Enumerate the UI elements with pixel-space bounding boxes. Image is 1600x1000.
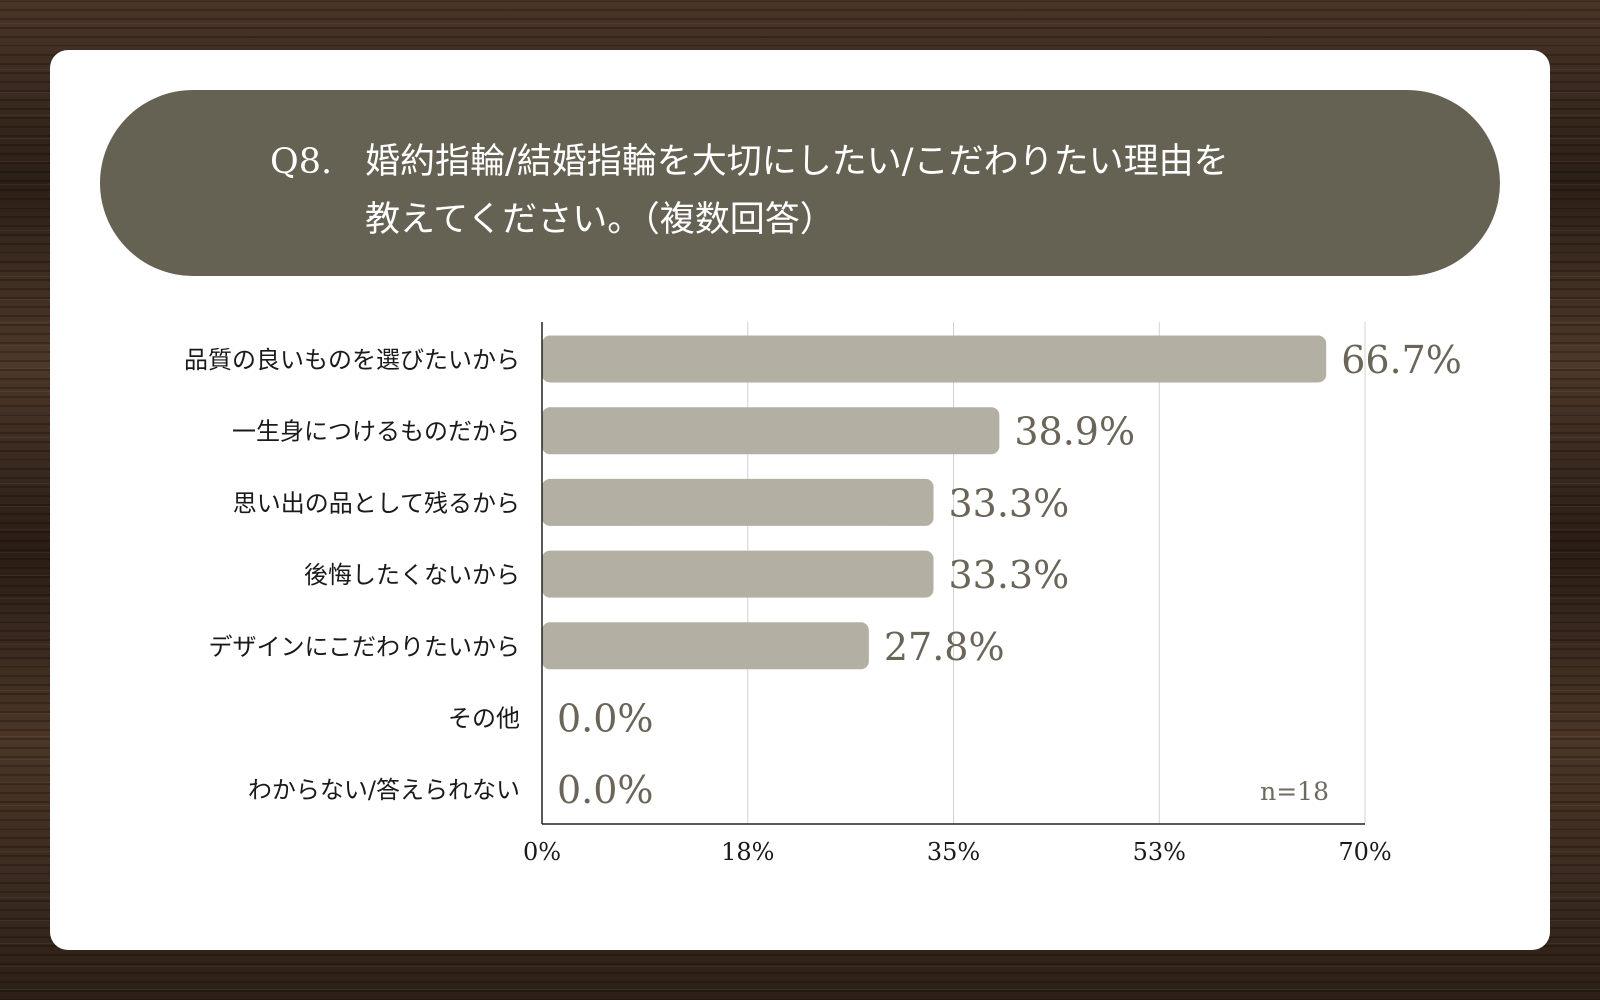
- x-tick-label: 18%: [721, 838, 774, 866]
- question-number: Q8.: [270, 142, 333, 182]
- value-labels: 66.7% 38.9% 33.3% 33.3% 27.8% 0.0% 0.0%: [557, 338, 1462, 812]
- bar: [542, 478, 934, 526]
- category-label: 思い出の品として残るから: [233, 489, 520, 517]
- value-label: 38.9%: [1014, 410, 1135, 454]
- x-tick-label: 0%: [523, 838, 561, 866]
- category-label: 品質の良いものを選びたいから: [184, 346, 520, 374]
- x-tick-labels: 0% 18% 35% 53% 70%: [523, 838, 1392, 866]
- category-label: わからない/答えられない: [248, 776, 520, 804]
- bar: [542, 407, 1000, 455]
- category-label: その他: [448, 705, 520, 733]
- x-tick-label: 35%: [927, 838, 980, 866]
- value-label: 33.3%: [949, 481, 1070, 525]
- chart-card: Q8. 婚約指輪/結婚指輪を大切にしたい/こだわりたい理由を 教えてください。（…: [50, 50, 1550, 950]
- value-label: 27.8%: [884, 625, 1005, 669]
- bar: [542, 550, 934, 598]
- question-text: 婚約指輪/結婚指輪を大切にしたい/こだわりたい理由を 教えてください。（複数回答…: [365, 133, 1365, 249]
- value-label: 33.3%: [949, 553, 1070, 597]
- x-tick-label: 53%: [1133, 838, 1186, 866]
- question-line-1: 婚約指輪/結婚指輪を大切にしたい/こだわりたい理由を: [365, 142, 1229, 182]
- x-tick-label: 70%: [1338, 838, 1391, 866]
- category-label: デザインにこだわりたいから: [208, 633, 520, 661]
- bar: [542, 335, 1327, 383]
- value-label: 0.0%: [557, 697, 654, 741]
- sample-size-note: n=18: [1260, 777, 1329, 806]
- category-label: 後悔したくないから: [304, 561, 520, 589]
- question-banner: Q8. 婚約指輪/結婚指輪を大切にしたい/こだわりたい理由を 教えてください。（…: [100, 90, 1500, 276]
- question-line-2: 教えてください。（複数回答）: [365, 200, 835, 240]
- bar-chart: 品質の良いものを選びたいから一生身につけるものだから思い出の品として残るから後悔…: [184, 322, 1462, 866]
- category-labels: 品質の良いものを選びたいから一生身につけるものだから思い出の品として残るから後悔…: [184, 346, 520, 804]
- value-label: 0.0%: [557, 768, 654, 812]
- value-label: 66.7%: [1341, 338, 1462, 382]
- bars: [542, 335, 1327, 670]
- bar: [542, 622, 869, 670]
- category-label: 一生身につけるものだから: [232, 418, 520, 446]
